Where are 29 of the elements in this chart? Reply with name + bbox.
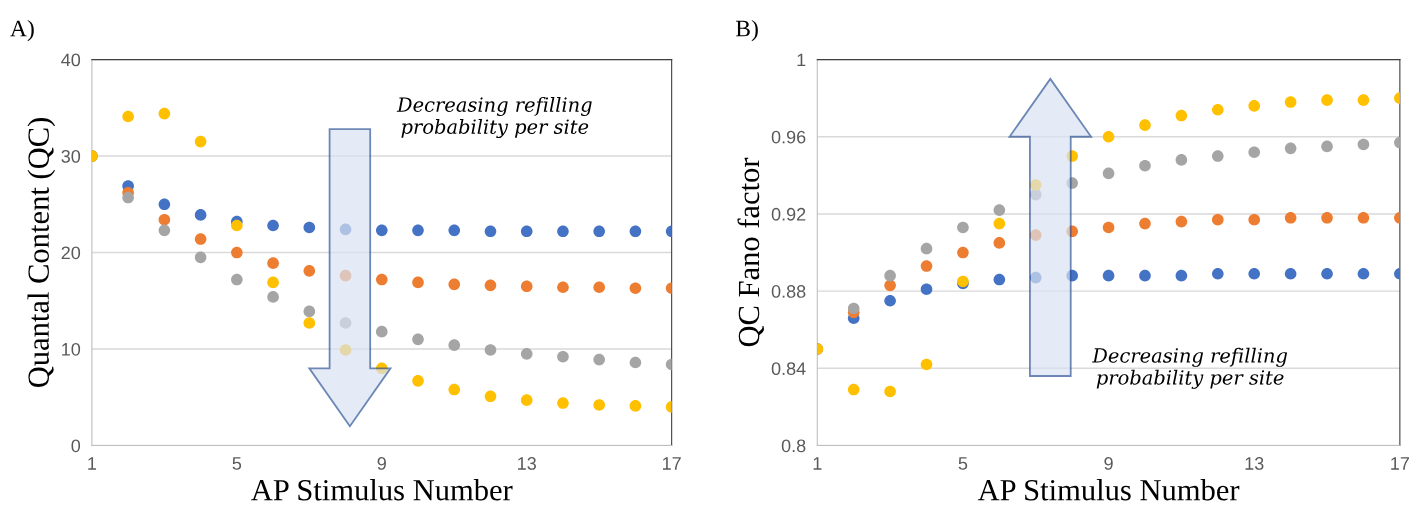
x-tick-label: 5 (232, 457, 242, 470)
x-tick-label: 13 (518, 457, 536, 470)
x-axis-title: AP Stimulus Number (977, 478, 1240, 501)
x-tick-label: 1 (88, 457, 97, 470)
y-tick-label: 10 (62, 342, 81, 356)
y-tick-label: 0.92 (771, 207, 806, 221)
y-axis-title: QC Fano factor (737, 157, 764, 347)
x-tick-label: 17 (1391, 457, 1409, 470)
text: A) (10, 19, 34, 42)
y-tick-label: 0 (71, 439, 81, 453)
y-tick-label: 30 (61, 149, 81, 163)
x-tick-label: 1 (813, 457, 822, 470)
y-tick-label: 1 (797, 53, 806, 67)
y-tick-label: 0.96 (771, 130, 806, 144)
text: B) (735, 19, 758, 42)
y-tick-label: 0.84 (771, 362, 806, 376)
y-tick-label: 40 (61, 53, 81, 67)
y-tick-label: 0.8 (781, 439, 806, 453)
x-tick-label: 9 (377, 457, 386, 470)
x-tick-label: 5 (958, 457, 968, 470)
x-tick-label: 9 (1104, 457, 1113, 470)
annotation: Decreasing refilling probability per site (1092, 347, 1288, 389)
x-tick-label: 13 (1245, 457, 1264, 470)
y-tick-label: 0.88 (771, 285, 806, 298)
y-tick-label: 20 (61, 246, 81, 260)
y-axis-title: Quantal Content (QC) (27, 118, 56, 388)
annotation: Decreasing refilling probability per site (396, 96, 592, 139)
x-tick-label: 17 (662, 457, 681, 470)
x-axis-title: AP Stimulus Number (251, 478, 513, 501)
